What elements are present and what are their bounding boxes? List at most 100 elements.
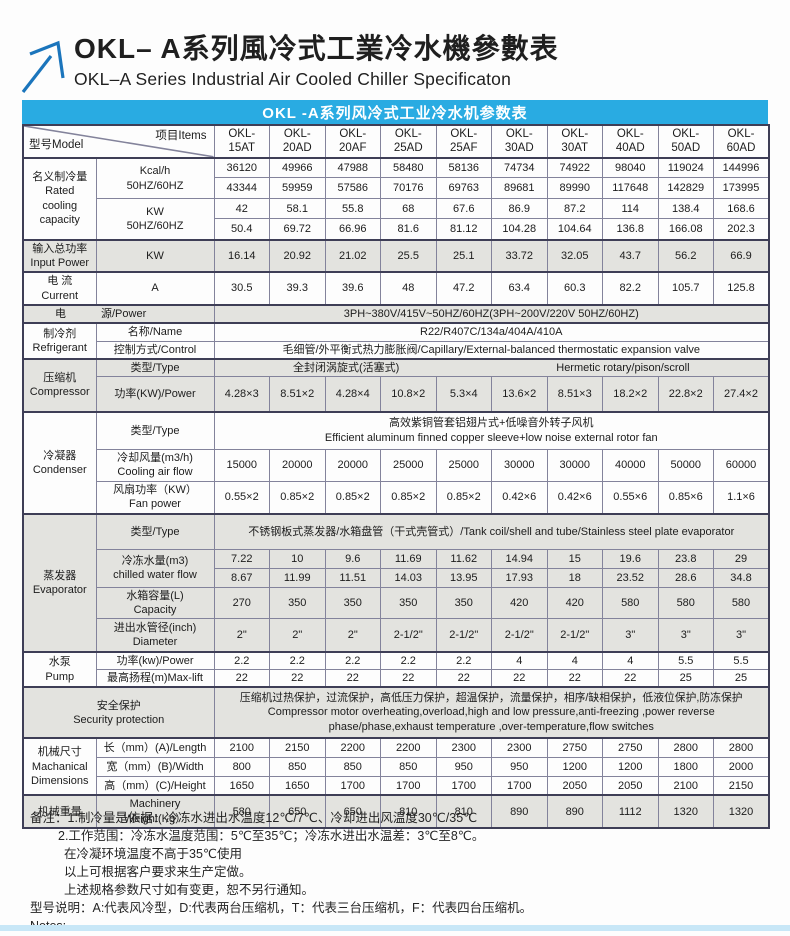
value-cell: 142829 [657,177,714,200]
value-cell: 2.2 [380,650,437,671]
value-cell: 11.69 [380,548,437,569]
value-cell: 14.03 [380,567,437,588]
value-cell: 168.6 [713,198,770,220]
item-input-power-unit: KW [95,238,215,273]
row-kw-50hz: KW 50HZ/60HZ 42 58.1 55.8 68 67.6 86.9 87.2 114… [23,198,770,241]
value-cell: 350 [324,586,381,620]
value-cell: 10.8×2 [380,376,437,413]
row-current: 电 流 Current A 30.5 39.3 39.6 48 47.2 63.4 60.3… [22,271,770,306]
value-cell: 0.55×2 [213,480,270,515]
value-cell: 166.08 [657,218,714,241]
value-cell: 50.4 [213,218,270,241]
value-cell: 1320 [657,794,714,829]
brand-arrow-icon [18,34,70,98]
value-cell: 2150 [269,737,326,758]
value-cell: 22 [213,669,270,688]
value-cell: 2.2 [324,650,381,671]
value-cell: 29 [713,548,770,569]
row-kw-60hz: 50.4 69.72 66.96 81.6 81.12 104.28 104.64 136.8… [23,218,770,241]
value-cell: 15 [546,548,603,569]
value-cell: 4 [602,650,659,671]
row-chilled-water-60hz: 8.67 11.99 11.51 14.03 13.95 17.93 18 23.52 28.6… [23,567,770,588]
label-power-supply: 电 源/Power [22,303,215,324]
value-cell: 2-1/2" [380,618,437,653]
label-weight: 机械重量 [22,794,97,829]
value-cell: 27.4×2 [713,376,770,413]
value-cell: 2200 [324,737,381,758]
item-width: 宽（mm）(B)/Width [95,756,215,777]
value-cell: 36120 [213,156,270,179]
value-cell: 5.5 [713,650,770,671]
value-cell: 7.22 [213,548,270,569]
value-cell: 0.42×6 [546,480,603,515]
value-cell: 28.6 [657,567,714,588]
model-header: OKL- 25AD [380,124,437,159]
value-cell: 20000 [269,449,326,482]
value-cell: 2200 [380,737,437,758]
model-header: OKL- 25AF [435,124,492,159]
value-cell: 2100 [657,775,714,796]
value-cell: 2-1/2" [435,618,492,653]
value-cell: 136.8 [602,218,659,241]
label-security: 安全保护 Security protection [22,686,215,739]
item-refrigerant-name: 名称/Name [95,322,215,342]
note-line: 上述规格参数尺寸如有变更，恕不另行通知。 [64,883,315,897]
value-cell: 58480 [380,156,437,179]
value-cell: 9.6 [324,548,381,569]
corner-model-label: 型号Model [29,138,84,151]
row-pump-power: 水泵 Pump 功率(kw)/Power 2.2 2.2 2.2 2.2 2.2 4 4 4 5… [22,650,770,688]
value-cell: 25.5 [380,238,437,273]
value-cell: 650 [324,794,381,829]
value-cell: 2750 [602,737,659,758]
value-cell: 68 [380,198,437,220]
row-input-power: 输入总功率 Input Power KW 16.14 20.92 21.02 25.5… [22,238,770,273]
value-cell: 22 [324,669,381,688]
value-cell: 950 [435,756,492,777]
note-line: 以上可根据客户要求来生产定做。 [64,865,252,879]
row-evaporator-type: 蒸发器 Evaporator 类型/Type 不锈钢板式蒸发器/水箱盘管（干式壳… [22,513,770,653]
value-cell: 47988 [324,156,381,179]
value-cell: 39.6 [324,271,381,306]
row-kcal-60hz: 43344 59959 57586 70176 69763 89681 89990 11764… [23,177,770,200]
value-cell: 22 [380,669,437,688]
corner-items-label: 项目Items [155,130,207,142]
label-dimensions: 机械尺寸 Machanical Dimensions [22,737,97,796]
value-cell: 18.2×2 [602,376,659,413]
item-kw: KW 50HZ/60HZ [95,198,215,241]
value-cell: 3" [657,618,714,653]
value-cell: 5.3×4 [435,376,492,413]
value-cell: 22 [269,669,326,688]
value-cell: 2.2 [213,650,270,671]
spec-grid: 型号Model 项目Items OKL- 15AT OKL- 20AD OKL- 20AF… [22,124,770,829]
item-current-unit: A [95,271,215,306]
value-cell: 30000 [491,449,548,482]
label-compressor: 压缩机 Compressor [22,357,97,413]
page-title-zh: OKL– A系列風冷式工業冷水機參數表 [74,33,559,64]
row-security: 安全保护 Security protection 压缩机过热保护，过流保护，高低… [22,686,770,739]
value-cell: 43.7 [602,238,659,273]
value-cell: 350 [380,586,437,620]
value-cell: 202.3 [713,218,770,241]
value-cell: 18 [546,567,603,588]
row-compressor-power: 功率(KW)/Power 4.28×3 8.51×2 4.28×4 10.8×2 5.3… [23,376,770,413]
model-header: OKL- 60AD [713,124,770,159]
value-cell: 49966 [269,156,326,179]
value-cell: 2300 [491,737,548,758]
value-cell: 42 [213,198,270,220]
value-cell: 104.64 [546,218,603,241]
model-header: OKL- 30AD [491,124,548,159]
value-cell: 850 [324,756,381,777]
value-cell: 15000 [213,449,270,482]
value-cell: 59959 [269,177,326,200]
value-cell: 1700 [380,775,437,796]
value-power-supply: 3PH~380V/415V~50HZ/60HZ(3PH~200V/220V 50… [213,303,770,324]
value-cell: 0.55×6 [602,480,659,515]
value-cell: 22 [491,669,548,688]
value-cell: 22 [602,669,659,688]
value-cell: 1200 [602,756,659,777]
value-cell: 30000 [546,449,603,482]
row-compressor-type: 压缩机 Compressor 类型/Type 全封闭涡旋式(活塞式) Herme… [22,357,770,413]
item-evaporator-type: 类型/Type [95,513,215,550]
value-cell: 117648 [602,177,659,200]
value-cell: 11.51 [324,567,381,588]
